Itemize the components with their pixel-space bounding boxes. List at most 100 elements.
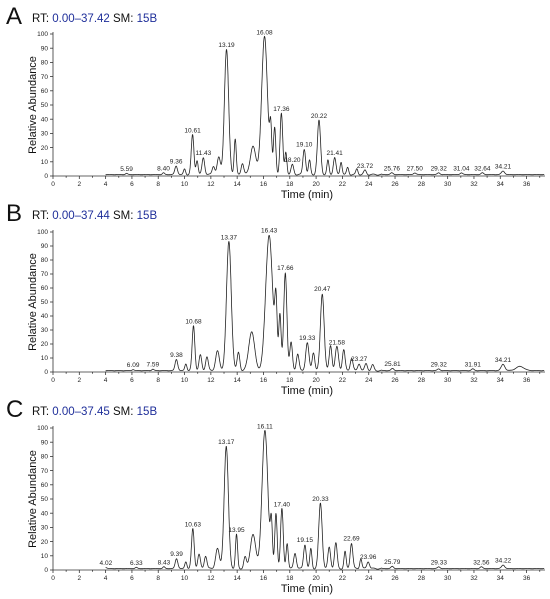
x-tick-label: 30 bbox=[444, 575, 452, 582]
y-tick-label: 0 bbox=[44, 567, 48, 574]
peak-label: 19.15 bbox=[297, 537, 314, 544]
x-axis-label: Time (min) bbox=[281, 385, 333, 397]
peak-label: 13.17 bbox=[218, 439, 235, 446]
chromatogram-panel-C: C RT: 0.00–37.45 SM: 15B01020304050607080… bbox=[6, 396, 545, 595]
rt-range: 0.00–37.45 bbox=[52, 406, 110, 418]
x-tick-label: 28 bbox=[418, 181, 426, 188]
x-tick-label: 4 bbox=[104, 377, 108, 384]
sm-value: 15B bbox=[137, 406, 158, 418]
y-tick-label: 10 bbox=[41, 159, 49, 166]
x-tick-label: 12 bbox=[207, 575, 215, 582]
x-tick-label: 6 bbox=[130, 575, 134, 582]
chromatogram-trace bbox=[105, 234, 545, 372]
x-tick-label: 32 bbox=[470, 575, 478, 582]
peak-label: 17.36 bbox=[273, 106, 290, 113]
rt-label: RT: bbox=[32, 406, 52, 418]
x-tick-label: 2 bbox=[77, 181, 81, 188]
x-axis-label: Time (min) bbox=[281, 189, 333, 201]
y-tick-label: 30 bbox=[41, 327, 49, 334]
x-tick-label: 34 bbox=[497, 377, 505, 384]
panel-letter: A bbox=[6, 3, 22, 30]
y-tick-label: 30 bbox=[41, 525, 49, 532]
y-tick-label: 60 bbox=[41, 88, 49, 95]
sm-value: 15B bbox=[137, 210, 158, 222]
peak-label: 34.21 bbox=[495, 357, 512, 364]
y-tick-label: 20 bbox=[41, 145, 49, 152]
y-axis-label: Relative Abundance bbox=[27, 450, 39, 548]
peak-label: 6.09 bbox=[127, 362, 140, 369]
y-tick-label: 80 bbox=[41, 257, 49, 264]
chromatogram-trace bbox=[105, 430, 545, 570]
panel-letter: B bbox=[6, 200, 22, 227]
y-tick-label: 100 bbox=[37, 229, 48, 236]
y-tick-label: 90 bbox=[41, 243, 49, 250]
peak-label: 19.33 bbox=[299, 335, 316, 342]
x-tick-label: 22 bbox=[339, 377, 347, 384]
x-tick-label: 26 bbox=[391, 181, 399, 188]
peak-label: 25.76 bbox=[384, 165, 401, 172]
peak-label: 32.56 bbox=[473, 559, 490, 566]
peak-label: 25.81 bbox=[384, 361, 401, 368]
y-tick-label: 70 bbox=[41, 74, 49, 81]
peak-label: 20.22 bbox=[311, 113, 328, 120]
x-tick-label: 24 bbox=[365, 575, 373, 582]
y-tick-label: 90 bbox=[41, 439, 49, 446]
x-tick-label: 4 bbox=[104, 181, 108, 188]
peak-label: 16.11 bbox=[257, 423, 273, 430]
peak-label: 21.58 bbox=[329, 339, 346, 346]
peak-label: 7.59 bbox=[147, 362, 160, 369]
peak-label: 19.10 bbox=[296, 142, 313, 149]
peak-label: 8.40 bbox=[157, 165, 170, 172]
peak-label: 17.40 bbox=[274, 501, 291, 508]
x-tick-label: 28 bbox=[418, 575, 426, 582]
peak-label: 23.27 bbox=[351, 356, 368, 363]
peak-label: 22.69 bbox=[343, 536, 360, 543]
rt-range: 0.00–37.44 bbox=[52, 210, 110, 222]
x-tick-label: 10 bbox=[181, 377, 189, 384]
x-tick-label: 20 bbox=[312, 575, 320, 582]
peak-label: 5.59 bbox=[120, 166, 133, 173]
peak-label: 31.91 bbox=[465, 361, 482, 368]
peak-label: 17.66 bbox=[277, 265, 294, 272]
panel-letter: C bbox=[6, 396, 23, 423]
y-tick-label: 0 bbox=[44, 173, 48, 180]
y-tick-label: 20 bbox=[41, 341, 49, 348]
x-tick-label: 30 bbox=[444, 181, 452, 188]
x-tick-label: 24 bbox=[365, 181, 373, 188]
peak-label: 20.47 bbox=[314, 286, 331, 293]
x-tick-label: 6 bbox=[130, 181, 134, 188]
x-tick-label: 0 bbox=[51, 181, 55, 188]
peak-label: 29.32 bbox=[431, 361, 448, 368]
x-tick-label: 6 bbox=[130, 377, 134, 384]
y-tick-label: 100 bbox=[37, 31, 48, 38]
x-tick-label: 10 bbox=[181, 181, 189, 188]
peak-label: 20.33 bbox=[312, 496, 329, 503]
peak-label: 10.68 bbox=[185, 318, 202, 325]
y-tick-label: 30 bbox=[41, 131, 49, 138]
y-tick-label: 0 bbox=[44, 369, 48, 376]
peak-label: 13.19 bbox=[218, 42, 235, 49]
x-tick-label: 22 bbox=[339, 181, 347, 188]
peak-label: 16.43 bbox=[261, 227, 278, 234]
x-tick-label: 8 bbox=[156, 575, 160, 582]
y-tick-label: 50 bbox=[41, 102, 49, 109]
peak-label: 9.36 bbox=[170, 159, 183, 166]
y-tick-label: 50 bbox=[41, 496, 49, 503]
rt-label: RT: bbox=[32, 210, 52, 222]
x-tick-label: 26 bbox=[391, 575, 399, 582]
x-tick-label: 24 bbox=[365, 377, 373, 384]
panel-header: RT: 0.00–37.42 SM: 15B bbox=[32, 13, 157, 25]
y-tick-label: 40 bbox=[41, 313, 49, 320]
peak-label: 16.08 bbox=[256, 29, 273, 36]
x-tick-label: 32 bbox=[470, 377, 478, 384]
y-tick-label: 70 bbox=[41, 468, 49, 475]
panel-header: RT: 0.00–37.44 SM: 15B bbox=[32, 210, 157, 222]
peak-label: 18.20 bbox=[284, 157, 301, 164]
x-tick-label: 30 bbox=[444, 377, 452, 384]
y-tick-label: 60 bbox=[41, 482, 49, 489]
peak-label: 32.64 bbox=[474, 165, 491, 172]
sm-value: 15B bbox=[137, 13, 158, 25]
x-tick-label: 14 bbox=[234, 575, 242, 582]
peak-label: 9.38 bbox=[170, 352, 183, 359]
